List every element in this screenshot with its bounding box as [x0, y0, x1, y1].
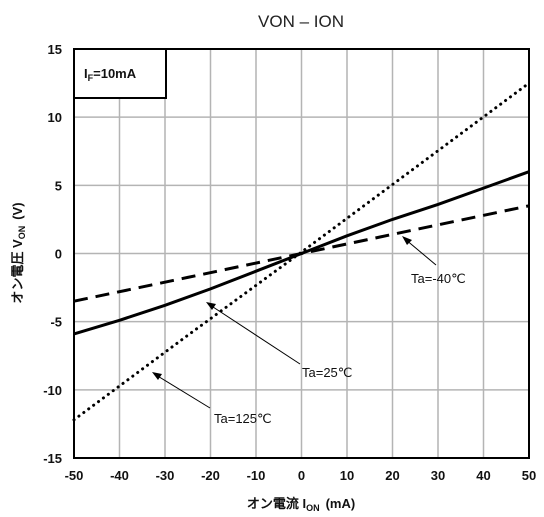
condition-box: IF=10mA: [73, 48, 167, 99]
y-tick-label: 15: [48, 42, 62, 57]
x-tick-label: 40: [476, 468, 490, 483]
y-tick-label: -5: [50, 315, 62, 330]
x-axis-label: オン電流 ION (mA): [247, 496, 355, 513]
annotation-leader: [404, 238, 437, 266]
x-tick-label: 10: [340, 468, 354, 483]
annotation-label: Ta=25℃: [302, 365, 352, 380]
chart-title: VON – ION: [258, 12, 344, 31]
x-tick-label: -10: [247, 468, 266, 483]
x-tick-label: -50: [65, 468, 84, 483]
y-tick-label: 0: [55, 247, 62, 262]
x-tick-label: 30: [431, 468, 445, 483]
series-group: [72, 81, 531, 422]
x-tick-label: -20: [201, 468, 220, 483]
annotation-leader: [209, 304, 301, 365]
annotation-label: Ta=-40℃: [411, 271, 466, 286]
annotation-125: Ta=125℃: [152, 372, 272, 426]
condition-frame: [73, 48, 167, 99]
x-tick-labels: -50 -40 -30 -20 -10 0 10 20 30 40 50: [65, 468, 537, 483]
annotation-25: Ta=25℃: [206, 302, 352, 380]
annotation-label: Ta=125℃: [214, 411, 272, 426]
condition-label: IF=10mA: [84, 66, 137, 83]
y-tick-label: -15: [43, 451, 62, 466]
series-line-1: [73, 170, 530, 336]
x-tick-label: 50: [522, 468, 536, 483]
x-tick-label: -30: [156, 468, 175, 483]
y-tick-labels: 15 10 5 0 -5 -10 -15: [43, 42, 62, 466]
annotation-minus40: Ta=-40℃: [402, 236, 466, 286]
y-tick-label: 5: [55, 178, 62, 193]
x-tick-label: 20: [385, 468, 399, 483]
y-tick-label: 10: [48, 110, 62, 125]
annotation-arrowhead: [152, 372, 162, 380]
y-tick-label: -10: [43, 383, 62, 398]
annotation-leader: [155, 374, 211, 409]
x-tick-label: 0: [298, 468, 305, 483]
x-tick-label: -40: [110, 468, 129, 483]
plot-frame: [73, 48, 530, 459]
annotation-arrowhead: [402, 236, 412, 245]
annotation-arrowhead: [206, 302, 216, 310]
y-axis-label: オン電圧 VON(V): [10, 202, 27, 303]
